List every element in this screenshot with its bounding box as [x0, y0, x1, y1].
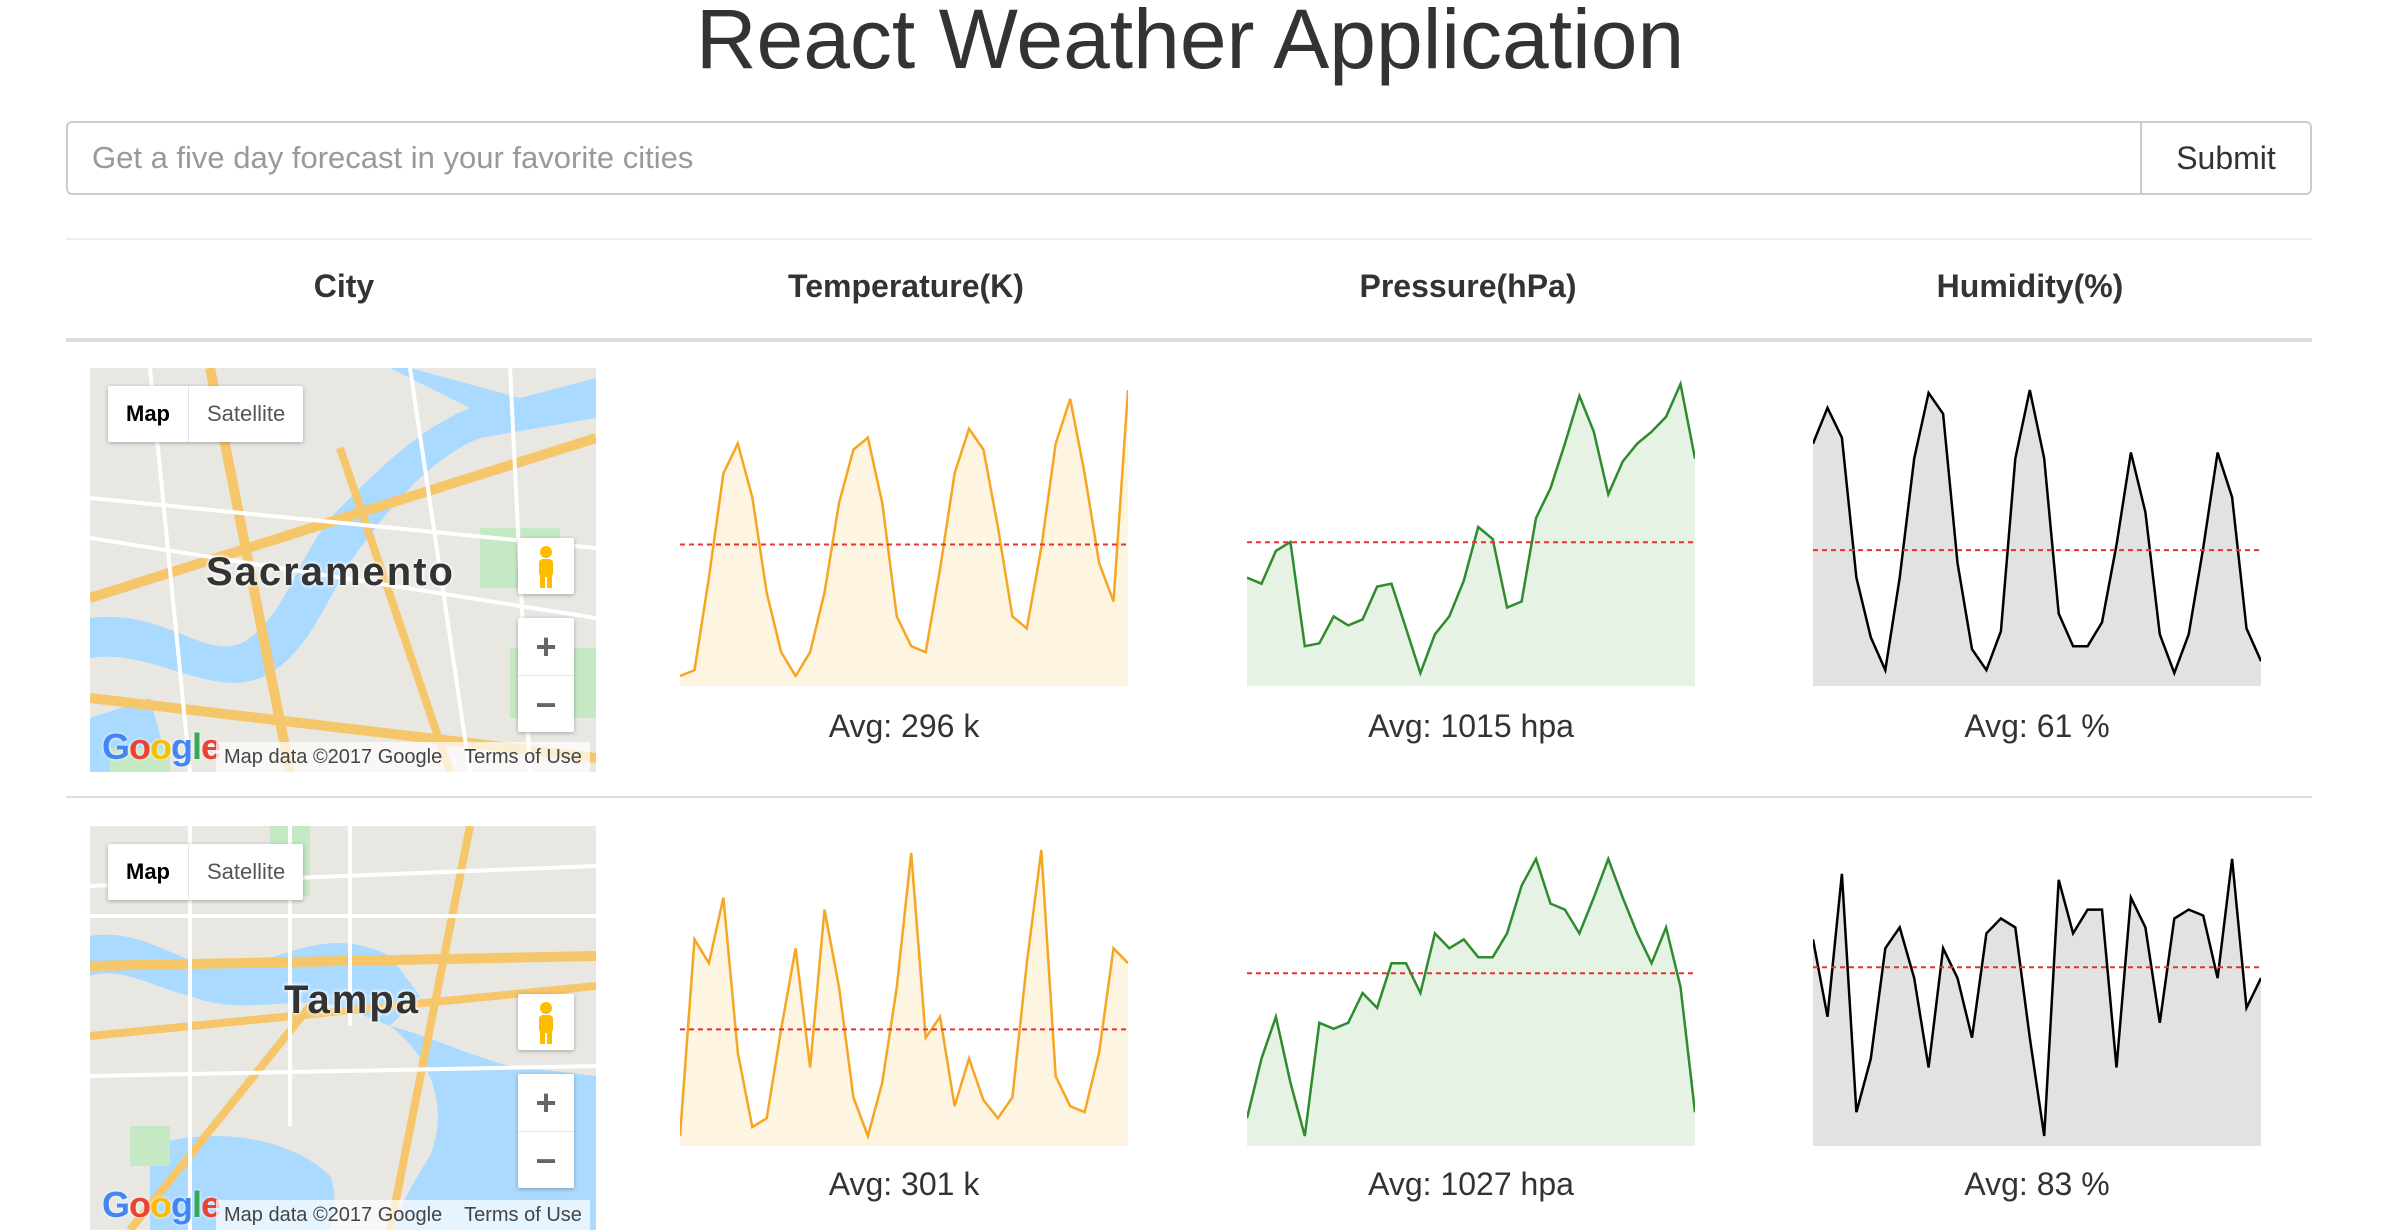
search-input[interactable]	[68, 123, 2140, 193]
map-type-control: Map Satellite	[108, 844, 304, 900]
header-humidity: Humidity(%)	[1936, 268, 2124, 304]
chart-series-line	[680, 389, 1128, 679]
table-header-border	[66, 338, 2312, 342]
google-logo: Google	[102, 726, 221, 767]
google-logo: Google	[102, 1184, 221, 1225]
pressure-chart-sacramento	[1247, 380, 1695, 686]
map-attribution: Map data ©2017 Google Terms of Use	[216, 1200, 590, 1230]
map-tampa[interactable]: Map Satellite Tampa + − Google Map data …	[90, 826, 596, 1230]
terms-of-use-link[interactable]: Terms of Use	[464, 1204, 582, 1226]
header-temperature: Temperature(K)	[788, 268, 1024, 304]
table-top-border	[66, 238, 2312, 240]
satellite-tab[interactable]: Satellite	[207, 859, 286, 884]
map-attribution: Map data ©2017 Google Terms of Use	[216, 742, 590, 772]
header-pressure: Pressure(hPa)	[1359, 268, 1577, 304]
chart-area	[1813, 390, 2261, 686]
satellite-tab[interactable]: Satellite	[207, 401, 286, 426]
page-title: React Weather Application	[695, 0, 1685, 86]
chart-area	[1247, 858, 1695, 1146]
temperature-chart-tampa	[680, 849, 1128, 1146]
avg-temperature: Avg: 296 k	[828, 708, 980, 744]
zoom-in-button[interactable]: +	[535, 1082, 557, 1123]
chart-series-line	[1247, 855, 1695, 1137]
chart-series-line	[1813, 858, 2261, 1137]
chart-series-line	[680, 849, 1128, 1141]
map-tab[interactable]: Map	[108, 386, 189, 442]
zoom-control: + −	[518, 618, 574, 732]
zoom-out-button[interactable]: −	[518, 1131, 574, 1189]
chart-series-line	[1813, 389, 2261, 677]
zoom-in-button[interactable]: +	[535, 626, 557, 667]
submit-button[interactable]: Submit	[2140, 123, 2310, 193]
humidity-chart-sacramento	[1813, 389, 2261, 686]
map-tab[interactable]: Map	[108, 844, 189, 900]
pressure-chart-tampa	[1247, 855, 1695, 1146]
avg-humidity: Avg: 61 %	[1964, 708, 2110, 744]
map-tiles	[90, 826, 596, 1230]
pegman-icon[interactable]	[518, 538, 574, 594]
map-city-label: Sacramento	[206, 550, 455, 594]
chart-series-line	[1247, 380, 1695, 677]
avg-pressure: Avg: 1027 hpa	[1368, 1166, 1574, 1202]
row-divider	[66, 796, 2312, 798]
chart-area	[1813, 858, 2261, 1146]
map-city-label: Tampa	[284, 978, 420, 1022]
avg-pressure: Avg: 1015 hpa	[1368, 708, 1574, 744]
terms-of-use-link[interactable]: Terms of Use	[464, 746, 582, 768]
search-form: Submit	[66, 121, 2312, 195]
chart-area	[1247, 384, 1695, 686]
zoom-out-button[interactable]: −	[518, 675, 574, 733]
avg-humidity: Avg: 83 %	[1964, 1166, 2110, 1202]
map-data-credit: Map data ©2017 Google	[224, 746, 443, 768]
humidity-chart-tampa	[1813, 858, 2261, 1146]
map-type-control: Map Satellite	[108, 386, 304, 442]
chart-area	[680, 390, 1128, 686]
header-city: City	[313, 268, 375, 304]
temperature-chart-sacramento	[680, 389, 1128, 686]
pegman-icon[interactable]	[518, 994, 574, 1050]
avg-temperature: Avg: 301 k	[828, 1166, 980, 1202]
zoom-control: + −	[518, 1074, 574, 1188]
map-sacramento[interactable]: Map Satellite Sacramento + − Google Map …	[90, 368, 596, 772]
map-data-credit: Map data ©2017 Google	[224, 1204, 443, 1226]
